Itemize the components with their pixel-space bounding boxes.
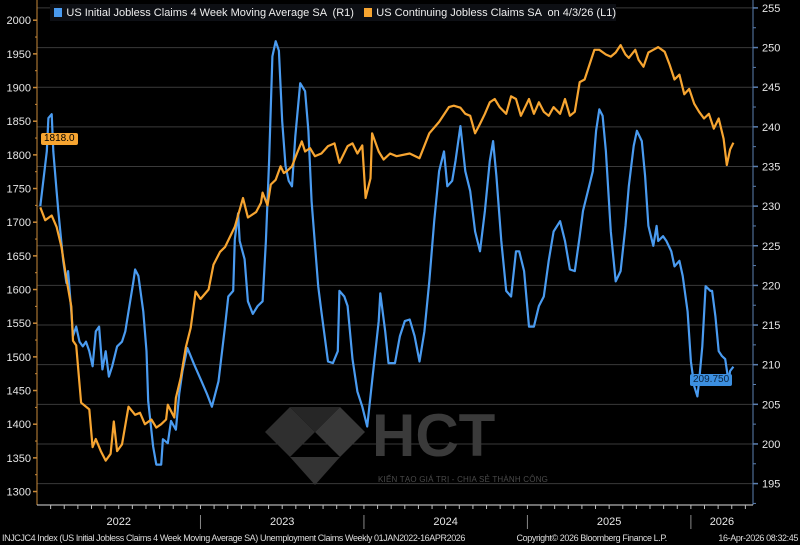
initial-claims-line (39, 40, 735, 466)
left-tick-label: 1650 (7, 251, 31, 263)
last-value-tag-right: 209.750 (690, 374, 733, 386)
right-tick-label: 240 (762, 122, 780, 134)
right-tick-label: 225 (762, 241, 780, 253)
right-tick-label: 230 (762, 201, 780, 213)
footer-description: INJCJC4 Index (US Initial Jobless Claims… (2, 532, 466, 543)
right-tick-label: 255 (762, 3, 780, 15)
left-tick-label: 1600 (7, 285, 31, 297)
right-tick-label: 250 (762, 43, 780, 55)
footer-timestamp: 16-Apr-2026 08:32:45 (718, 532, 798, 543)
left-tick-label: 1350 (7, 453, 31, 465)
left-tick-label: 1500 (7, 352, 31, 364)
left-tick-label: 1300 (7, 487, 31, 499)
footer: INJCJC4 Index (US Initial Jobless Claims… (2, 532, 798, 544)
continuing-claims-line (39, 43, 735, 462)
x-tick-label: 2024 (433, 516, 457, 528)
watermark-tagline: KIẾN TẠO GIÁ TRỊ - CHIA SẺ THÀNH CÔNG (378, 475, 549, 484)
hct-watermark-logo: HCT (265, 402, 495, 485)
left-tick-label: 1750 (7, 184, 31, 196)
left-tick-label: 1850 (7, 116, 31, 128)
left-tick-label: 1450 (7, 386, 31, 398)
right-tick-label: 205 (762, 399, 780, 411)
legend-continuing-label: US Continuing Jobless Claims SA on 4/3/2… (376, 6, 616, 19)
right-tick-label: 210 (762, 360, 780, 372)
right-tick-label: 220 (762, 280, 780, 292)
x-tick-label: 2025 (597, 516, 621, 528)
legend: US Initial Jobless Claims 4 Week Moving … (50, 4, 616, 21)
series-lines (39, 40, 735, 466)
axes: 195 200 205 210 215 220 225 230 235 240 245 250 255 1… (7, 0, 780, 529)
last-value-tag-left: 1818.0 (41, 133, 78, 145)
right-tick-label: 245 (762, 82, 780, 94)
watermark-brand: HCT (372, 402, 495, 469)
left-tick-label: 1900 (7, 83, 31, 95)
x-tick-label: 2023 (270, 516, 294, 528)
legend-initial-label: US Initial Jobless Claims 4 Week Moving … (66, 6, 354, 19)
left-tick-label: 1800 (7, 150, 31, 162)
left-tick-label: 1950 (7, 49, 31, 61)
left-tick-label: 1550 (7, 318, 31, 330)
x-tick-label: 2022 (106, 516, 130, 528)
left-tick-label: 1400 (7, 419, 31, 431)
right-tick-label: 215 (762, 320, 780, 332)
legend-swatch-continuing (363, 8, 373, 17)
legend-swatch-initial (54, 8, 63, 17)
right-tick-label: 195 (762, 479, 780, 491)
right-tick-label: 200 (762, 439, 780, 451)
x-tick-label: 2026 (710, 516, 734, 528)
left-tick-label: 1700 (7, 217, 31, 229)
footer-copyright: Copyright© 2026 Bloomberg Finance L.P. (516, 532, 668, 543)
right-tick-label: 235 (762, 161, 780, 173)
left-tick-label: 2000 (7, 15, 31, 27)
